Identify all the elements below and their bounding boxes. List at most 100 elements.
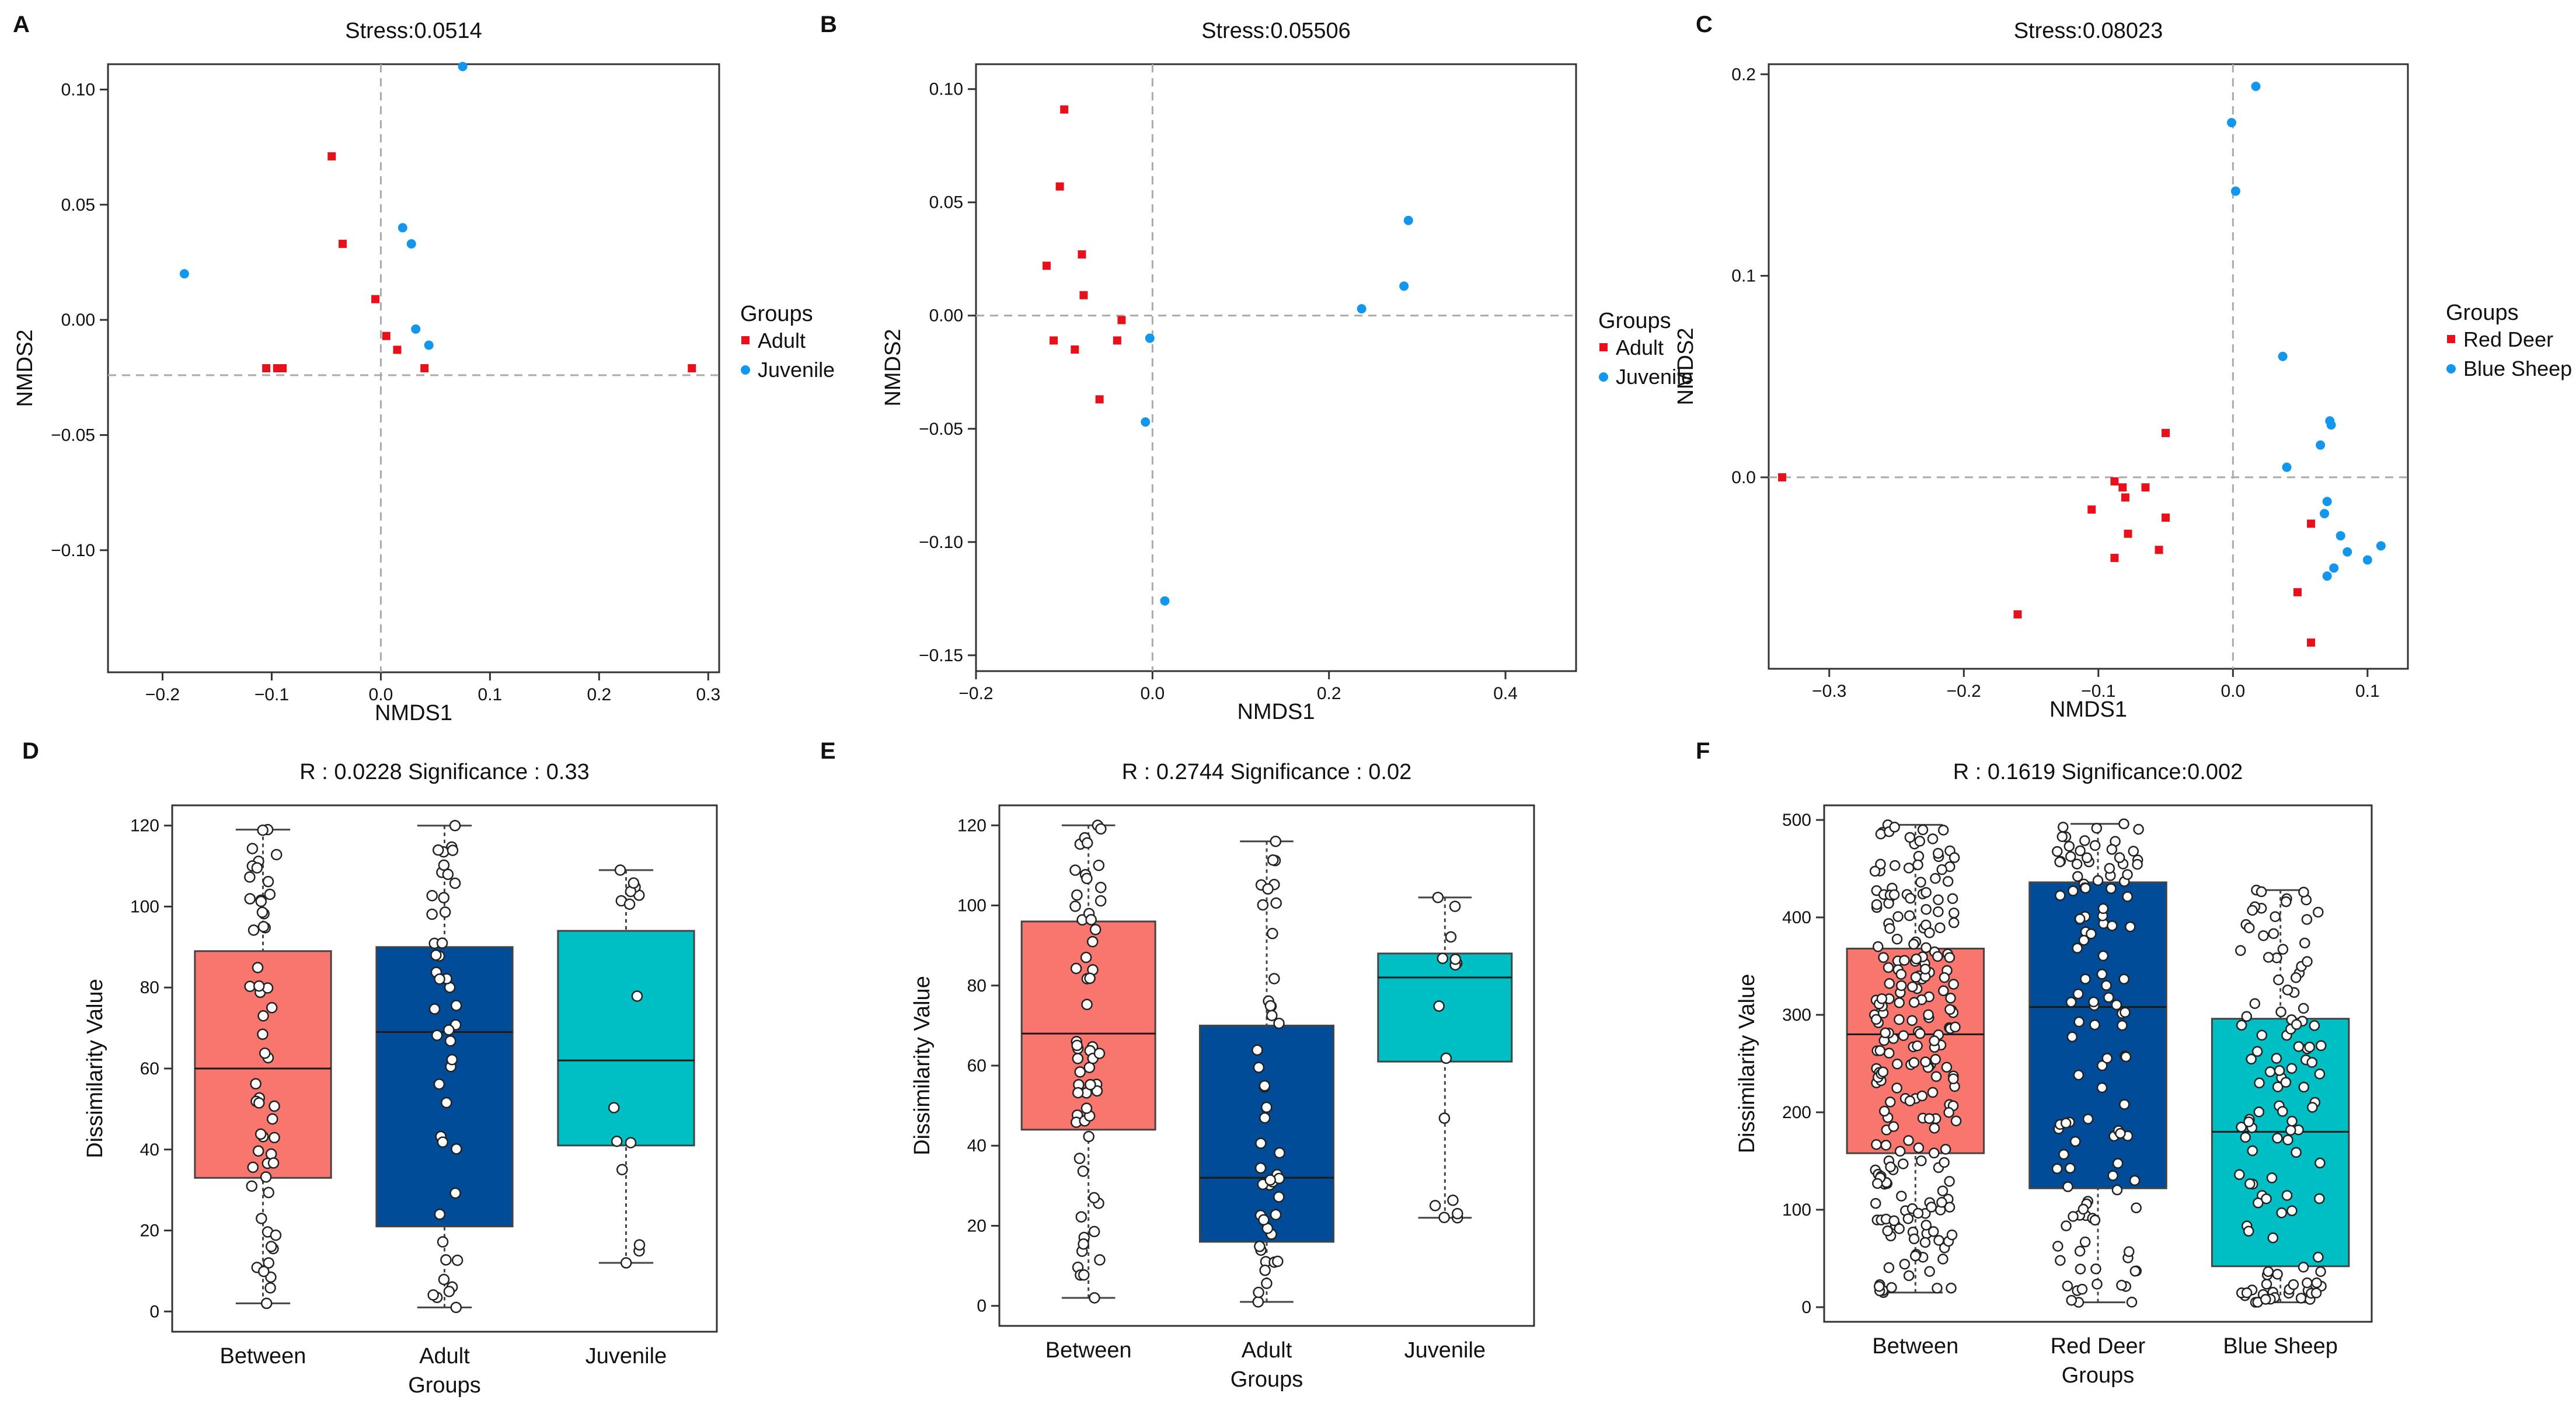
panel-title: R : 0.2744 Significance : 0.02 [1122, 760, 1411, 784]
observation-point [1920, 1056, 1931, 1067]
observation-point [1264, 1000, 1277, 1012]
panel-title: Stress:0.08023 [2014, 19, 2163, 43]
x-tick-label: Juvenile [1404, 1338, 1486, 1363]
observation-point [611, 1135, 623, 1147]
observation-point [437, 1236, 449, 1248]
observation-point [1880, 1140, 1892, 1151]
point-blue-sheep [2251, 81, 2261, 91]
observation-point [1270, 1209, 1282, 1221]
observation-point [2078, 935, 2090, 946]
observation-point [2261, 1279, 2272, 1290]
y-tick-label: 100 [1782, 1200, 1811, 1220]
observation-point [2072, 942, 2083, 954]
observation-point [1899, 1258, 1911, 1270]
observation-point [2286, 1116, 2298, 1127]
observation-point [2244, 922, 2255, 934]
point-juvenile [179, 269, 189, 279]
observation-point [246, 843, 259, 854]
observation-point [2066, 1031, 2078, 1043]
observation-point [449, 819, 461, 832]
observation-point [1912, 1040, 1923, 1052]
point-blue-sheep [2336, 531, 2345, 541]
observation-point [270, 849, 283, 861]
legend: Groups Adult Juvenile [740, 302, 835, 382]
observation-point [1081, 837, 1093, 849]
x-axis-label: Groups [2062, 1363, 2135, 1388]
observation-point [1261, 1101, 1273, 1113]
observation-point [1944, 1176, 1955, 1187]
observation-point [2291, 1147, 2302, 1158]
point-adult [393, 345, 402, 354]
observation-point [1912, 1207, 1924, 1219]
observation-point [1259, 1265, 1271, 1276]
observation-point [2079, 1236, 2091, 1248]
observation-point [2118, 973, 2129, 984]
observation-point [436, 937, 448, 949]
point-blue-sheep [2230, 186, 2240, 196]
point-juvenile [1141, 417, 1151, 427]
observation-point [2243, 1116, 2254, 1127]
observation-point [2075, 1263, 2086, 1275]
observation-point [1903, 1135, 1914, 1146]
observation-point [428, 1003, 441, 1015]
point-red-deer [2118, 483, 2127, 492]
observation-point [1920, 886, 1932, 898]
observation-point [1933, 847, 1944, 859]
observation-point [2061, 1220, 2072, 1231]
observation-point [1915, 877, 1926, 888]
legend-title: Groups [740, 302, 813, 326]
observation-point [1272, 1255, 1284, 1268]
point-blue-sheep [2320, 509, 2330, 519]
y-tick-label: 500 [1782, 811, 1811, 830]
observation-point [2090, 1263, 2101, 1275]
observation-point [1937, 1254, 1948, 1265]
observation-point [1886, 1282, 1897, 1293]
observation-point [2293, 1041, 2305, 1052]
observation-point [446, 1054, 458, 1066]
point-red-deer [2013, 610, 2022, 619]
observation-point [2313, 906, 2324, 918]
observation-point [1950, 1021, 1961, 1033]
observation-point [2240, 1132, 2251, 1143]
box-body [557, 930, 695, 1147]
observation-point [1094, 895, 1107, 907]
observation-point [1071, 889, 1083, 901]
observation-point [1095, 882, 1107, 893]
point-juvenile [1357, 304, 1367, 314]
observation-point [1884, 923, 1895, 934]
observation-point [1253, 1286, 1264, 1298]
observation-point [1938, 985, 1949, 997]
observation-point [1438, 1212, 1450, 1223]
observation-point [2268, 928, 2279, 940]
point-blue-sheep [2316, 440, 2326, 450]
observation-point [2254, 1077, 2265, 1089]
observation-point [2295, 1293, 2307, 1304]
legend-marker-circle [2446, 364, 2456, 373]
x-tick-label: Juvenile [585, 1344, 667, 1368]
observation-point [426, 890, 438, 902]
observation-point [1254, 1241, 1266, 1252]
observation-point [1095, 823, 1107, 835]
observation-point [1929, 1035, 1940, 1046]
observation-point [2315, 1266, 2326, 1277]
y-axis-label: NMDS2 [1674, 327, 1698, 405]
observation-point [439, 906, 451, 918]
observation-point [244, 893, 256, 905]
observation-point [1913, 1142, 1925, 1154]
y-tick-label: 40 [967, 1136, 987, 1155]
observation-point [437, 1136, 449, 1148]
panel-label: A [13, 12, 30, 37]
observation-point [1267, 854, 1279, 866]
observation-point [1906, 981, 1918, 993]
observation-point [1252, 1296, 1264, 1308]
y-tick-label: 300 [1782, 1006, 1811, 1025]
panel-title: Stress:0.05506 [1201, 19, 1351, 43]
x-tick-label: Between [1045, 1338, 1132, 1363]
observation-point [2236, 1020, 2247, 1031]
legend-entry: Adult [758, 329, 806, 352]
observation-point [1919, 1237, 1931, 1248]
observation-point [2309, 1020, 2320, 1031]
panel-d: D R : 0.0228 Significance : 0.33 0 20 40 60 80… [22, 738, 718, 1398]
observation-point [1440, 1052, 1452, 1064]
panel-label: F [1696, 738, 1710, 764]
